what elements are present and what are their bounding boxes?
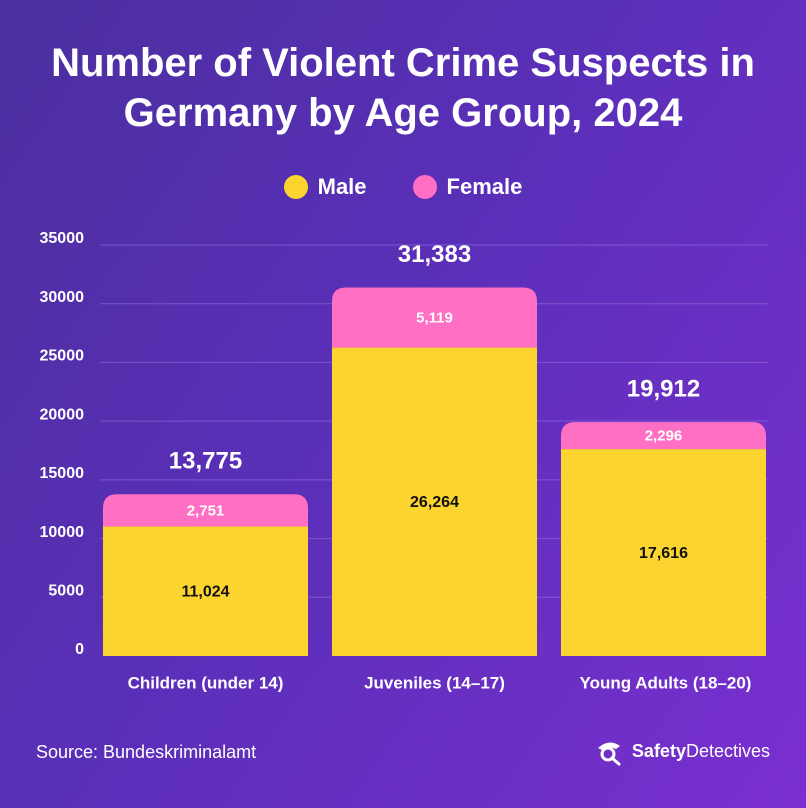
data-label-male: 26,264 bbox=[410, 494, 459, 511]
bar-male-1 bbox=[332, 347, 537, 656]
female-swatch-icon bbox=[412, 175, 437, 199]
total-label: 19,912 bbox=[627, 376, 700, 403]
y-tick-label: 35000 bbox=[40, 230, 85, 247]
y-tick-label: 10000 bbox=[40, 524, 85, 541]
chart-legend: Male Female bbox=[0, 174, 806, 200]
y-tick-label: 0 bbox=[75, 641, 84, 658]
y-tick-label: 20000 bbox=[40, 406, 85, 423]
bar-male-0 bbox=[103, 526, 308, 656]
bar-male-2 bbox=[561, 449, 766, 656]
total-label: 13,775 bbox=[169, 448, 242, 475]
page-title: Number of Violent Crime Suspects in Germ… bbox=[51, 41, 755, 135]
brand-part2: Detectives bbox=[685, 740, 770, 761]
x-tick-label: Young Adults (18–20) bbox=[580, 673, 752, 692]
bar-female-1 bbox=[332, 287, 537, 348]
legend-item-male: Male bbox=[283, 174, 367, 200]
x-tick-label: Children (under 14) bbox=[128, 673, 284, 692]
total-label: 31,383 bbox=[398, 241, 471, 268]
data-label-male: 17,616 bbox=[639, 545, 688, 562]
data-label-female: 2,751 bbox=[187, 502, 225, 519]
data-label-female: 2,296 bbox=[645, 428, 683, 445]
legend-item-female: Female bbox=[412, 174, 523, 200]
brand-part1: Safety bbox=[631, 740, 686, 761]
legend-male-label: Male bbox=[317, 174, 367, 199]
data-label-male: 11,024 bbox=[181, 583, 229, 600]
source-note: Source: Bundeskriminalamt bbox=[36, 742, 257, 762]
brand-logo: SafetyDetectives bbox=[594, 736, 770, 766]
y-tick-label: 30000 bbox=[40, 289, 85, 306]
y-tick-label: 5000 bbox=[48, 583, 84, 600]
bar-female-0 bbox=[103, 494, 308, 527]
y-tick-label: 25000 bbox=[40, 348, 85, 365]
legend-female-label: Female bbox=[446, 174, 523, 199]
detective-logo-icon bbox=[597, 742, 621, 766]
brand-name: SafetyDetectives bbox=[632, 741, 770, 762]
bar-female-2 bbox=[561, 422, 766, 450]
y-tick-label: 15000 bbox=[40, 465, 85, 482]
x-tick-label: Juveniles (14–17) bbox=[364, 673, 505, 692]
male-swatch-icon bbox=[283, 175, 308, 199]
data-label-female: 5,119 bbox=[416, 309, 453, 326]
